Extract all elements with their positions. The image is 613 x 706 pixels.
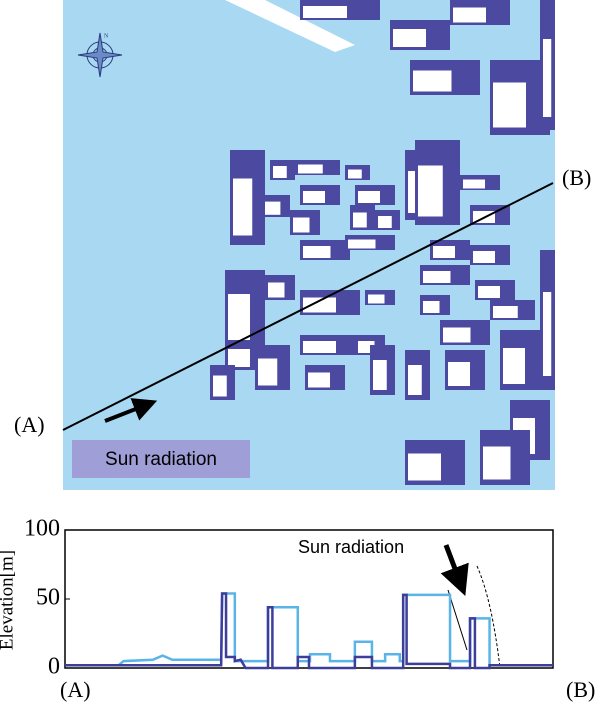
building-roof	[303, 6, 347, 18]
building-roof	[423, 271, 451, 283]
label-a: (A)	[14, 412, 45, 437]
building-roof	[453, 8, 486, 23]
building-roof	[378, 216, 392, 228]
building-roof	[463, 180, 485, 189]
building-roof	[478, 286, 500, 298]
building-roof	[213, 376, 227, 397]
figure: N Sun radiation (A) (B) Elevation[m] (A)…	[0, 0, 613, 706]
building-roof	[348, 240, 376, 249]
building-roof	[273, 166, 287, 178]
y-axis-label: Elevation[m]	[0, 550, 17, 650]
building-roof	[368, 295, 385, 304]
y-tick-label: 100	[24, 516, 60, 542]
profile-chart: Elevation[m] (A) (B) Sun radiation 0 50 10…	[0, 516, 595, 703]
building-roof	[353, 213, 367, 228]
building-roof	[448, 362, 470, 386]
building-roof	[418, 166, 443, 217]
x-end-label: (A)	[60, 677, 91, 702]
building-roof	[268, 283, 285, 298]
annotation: Sun radiation	[298, 537, 404, 557]
label-b: (B)	[562, 165, 591, 190]
building-roof	[308, 373, 330, 388]
building-roof	[503, 348, 525, 384]
building-roof	[228, 294, 250, 342]
building-roof	[293, 218, 310, 233]
building-roof	[543, 292, 551, 376]
building-roof	[228, 349, 250, 367]
building-roof	[433, 246, 455, 258]
building-roof	[423, 301, 440, 313]
x-end-label: (B)	[566, 677, 595, 702]
building-roof	[348, 170, 362, 179]
building-roof	[298, 165, 323, 174]
compass-label: N	[104, 33, 109, 39]
map: N Sun radiation (A) (B)	[14, 0, 591, 490]
building-roof	[258, 359, 277, 386]
building-roof	[393, 29, 426, 47]
building-roof	[303, 191, 325, 203]
y-tick-label: 0	[48, 654, 60, 680]
building-roof	[408, 365, 422, 395]
building-roof	[303, 246, 331, 258]
building-roof	[265, 202, 280, 215]
building-roof	[358, 191, 380, 203]
building-roof	[443, 328, 471, 343]
building-roof	[543, 39, 551, 117]
building-roof	[303, 341, 336, 353]
building-roof	[408, 454, 441, 481]
legend-text: Sun radiation	[105, 449, 217, 470]
building-roof	[413, 71, 452, 92]
building-roof	[493, 83, 526, 128]
building-roof	[373, 360, 387, 390]
y-tick-label: 50	[36, 585, 60, 611]
building-roof	[473, 251, 495, 263]
building-roof	[233, 179, 252, 236]
building-roof	[483, 447, 511, 480]
building-roof	[493, 306, 518, 318]
